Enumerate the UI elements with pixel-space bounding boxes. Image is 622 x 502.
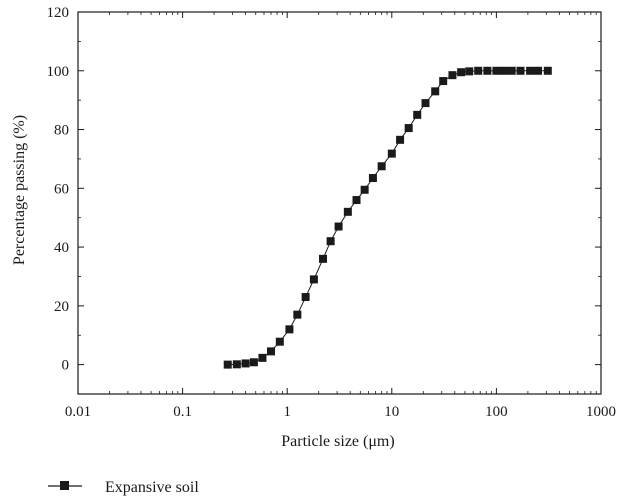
data-point-marker <box>448 71 457 80</box>
x-tick-label: 1 <box>283 404 291 420</box>
data-point-marker <box>326 237 335 246</box>
data-point-marker <box>421 99 430 108</box>
y-tick-label: 120 <box>47 5 70 21</box>
data-point-marker <box>360 185 369 194</box>
data-point-marker <box>474 66 483 75</box>
data-point-marker <box>241 359 250 368</box>
data-point-marker <box>396 135 405 144</box>
x-tick-label: 100 <box>485 404 508 420</box>
x-tick-label: 0.1 <box>173 404 192 420</box>
data-point-marker <box>413 110 422 119</box>
data-point-marker <box>439 77 448 86</box>
x-axis-title: Particle size (μm) <box>281 433 394 450</box>
data-point-marker <box>404 124 413 133</box>
data-point-marker <box>275 337 284 346</box>
data-point-marker <box>431 87 440 96</box>
data-point-marker <box>343 207 352 216</box>
data-point-marker <box>258 353 267 362</box>
data-point-marker <box>223 360 232 369</box>
data-point-marker <box>543 66 552 75</box>
data-point-marker <box>499 66 508 75</box>
data-point-marker <box>526 66 535 75</box>
data-point-marker <box>492 66 501 75</box>
data-point-marker <box>232 360 241 369</box>
data-point-marker <box>457 68 466 77</box>
data-point-marker <box>309 275 318 284</box>
series-line <box>227 70 548 366</box>
x-tick-label: 1000 <box>586 404 616 420</box>
y-axis-title: Percentage passing (%) <box>11 115 28 265</box>
data-point-marker <box>483 66 492 75</box>
series-layer <box>223 66 552 369</box>
data-point-marker <box>507 66 516 75</box>
x-axis-ticks <box>77 12 602 394</box>
y-tick-label: 0 <box>62 358 70 374</box>
data-point-marker <box>249 358 258 367</box>
legend-label: Expansive soil <box>105 479 199 496</box>
legend-marker-square <box>60 481 69 490</box>
y-tick-label: 100 <box>47 64 70 80</box>
data-point-marker <box>301 293 310 302</box>
data-point-marker <box>285 325 294 334</box>
y-tick-label: 80 <box>54 123 69 139</box>
y-tick-label: 20 <box>54 299 69 315</box>
data-point-marker <box>293 310 302 319</box>
x-tick-label: 10 <box>384 404 399 420</box>
data-point-marker <box>534 66 543 75</box>
plot-frame <box>77 11 602 395</box>
data-point-marker <box>368 174 377 183</box>
y-axis-ticks <box>78 11 601 395</box>
data-point-marker <box>465 67 474 76</box>
y-tick-label: 60 <box>54 181 69 197</box>
data-point-marker <box>319 254 328 263</box>
y-tick-label: 40 <box>54 240 69 256</box>
data-point-marker <box>352 196 361 205</box>
y-axis-tick-labels: 0 20 40 60 80 100 120 <box>47 5 70 374</box>
plot-border <box>77 11 602 395</box>
x-axis-tick-labels: 0.01 0.1 1 10 100 1000 <box>65 404 616 420</box>
data-point-marker <box>377 162 386 171</box>
data-point-marker <box>387 149 396 158</box>
legend: Expansive soil <box>48 479 199 496</box>
data-point-marker <box>334 222 343 231</box>
data-point-marker <box>516 66 525 75</box>
x-tick-label: 0.01 <box>65 404 91 420</box>
data-point-marker <box>267 347 275 356</box>
